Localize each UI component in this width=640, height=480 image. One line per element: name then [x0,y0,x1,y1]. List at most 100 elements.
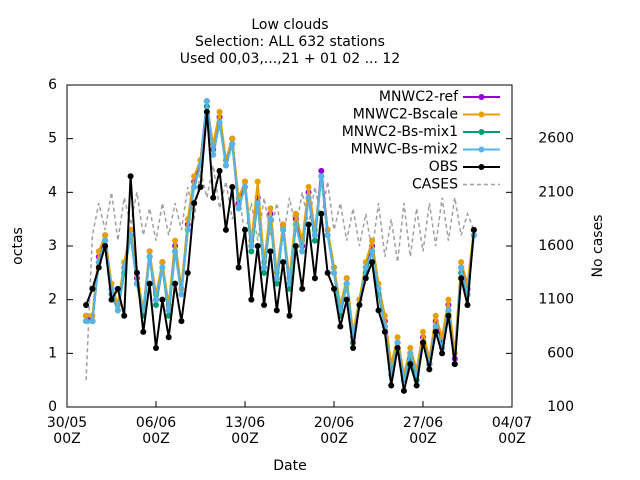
data-point [394,339,401,346]
data-point [184,269,191,276]
data-point [273,307,280,314]
y2-tick-label: 2600 [538,131,574,147]
y-axis-label: octas [10,227,26,265]
data-point [172,248,179,255]
data-point [133,269,140,276]
data-point [114,285,121,292]
data-point [394,344,401,351]
x-tick-label: 13/06 00Z [224,415,266,447]
data-point [451,361,458,368]
data-point [286,312,293,319]
data-point [280,221,287,228]
data-point [432,323,439,330]
data-point [242,226,248,233]
data-point [318,210,325,217]
data-point [235,264,242,271]
data-point [318,167,325,174]
data-point [267,216,274,223]
data-point [426,366,433,373]
legend-label: OBS [429,159,458,175]
y-tick-label: 4 [48,184,57,200]
data-point [464,302,471,309]
data-point [381,328,388,335]
data-point [305,183,312,190]
data-point [146,280,153,287]
data-point [222,162,229,169]
data-point [445,312,452,319]
data-point [153,302,159,309]
legend-marker [478,94,485,100]
data-point [191,173,198,180]
y-tick-label: 6 [48,77,57,93]
data-point [311,232,318,239]
data-point [400,387,407,394]
data-point [305,221,312,228]
data-point [331,269,337,276]
data-point [102,237,109,244]
data-point [324,269,331,276]
legend-marker [478,164,485,170]
series-line [85,111,475,392]
data-point [356,302,363,309]
data-point [280,259,287,266]
data-point [216,119,223,126]
data-point [83,318,90,325]
chart-title: Low clouds [251,17,328,33]
data-point [299,285,306,292]
data-point [445,307,452,314]
legend-label: CASES [412,177,458,193]
data-point [273,275,280,282]
data-point [216,108,223,115]
data-point [337,323,344,330]
data-point [203,98,210,105]
data-point [89,318,96,325]
data-point [127,232,134,239]
data-point [267,248,274,255]
data-point [165,334,172,341]
series-line [86,100,475,381]
data-point [108,296,115,303]
y-tick-label: 0 [48,399,57,415]
data-point [311,275,318,282]
data-point [83,302,90,309]
data-point [458,264,465,271]
x-tick-label: 04/07 00Z [491,415,533,447]
data-point [178,318,185,325]
data-point [407,344,414,351]
data-point [191,183,198,190]
data-point [267,205,274,212]
data-point [362,264,369,271]
data-point [273,280,280,287]
data-point [420,328,426,335]
data-point [343,275,350,282]
chart-subtitle: Selection: ALL 632 stations [195,34,385,50]
y-tick-label: 3 [48,238,57,254]
data-point [95,248,102,255]
data-point [159,264,166,271]
data-point [235,205,242,212]
legend-marker [478,146,485,153]
data-point [439,350,446,357]
data-point [127,173,134,180]
legend-label: MNWC2-ref [379,89,459,105]
data-point [394,334,401,341]
legend-label: MNWC2-Bscale [353,107,458,123]
data-point [210,151,217,158]
data-point [222,226,229,233]
x-tick-label: 30/05 00Z [46,415,88,447]
data-point [432,328,439,335]
data-point [458,259,465,266]
data-point [254,178,261,185]
legend-label: MNWC2-Bs-mix1 [342,124,458,140]
data-point [331,285,337,292]
data-point [229,141,236,148]
data-point [324,232,331,239]
data-point [95,264,102,271]
data-point [242,178,248,185]
data-point [159,296,166,303]
data-point [146,253,153,260]
data-point [292,210,299,217]
y2-tick-label: 600 [547,345,574,361]
data-point [254,200,261,207]
